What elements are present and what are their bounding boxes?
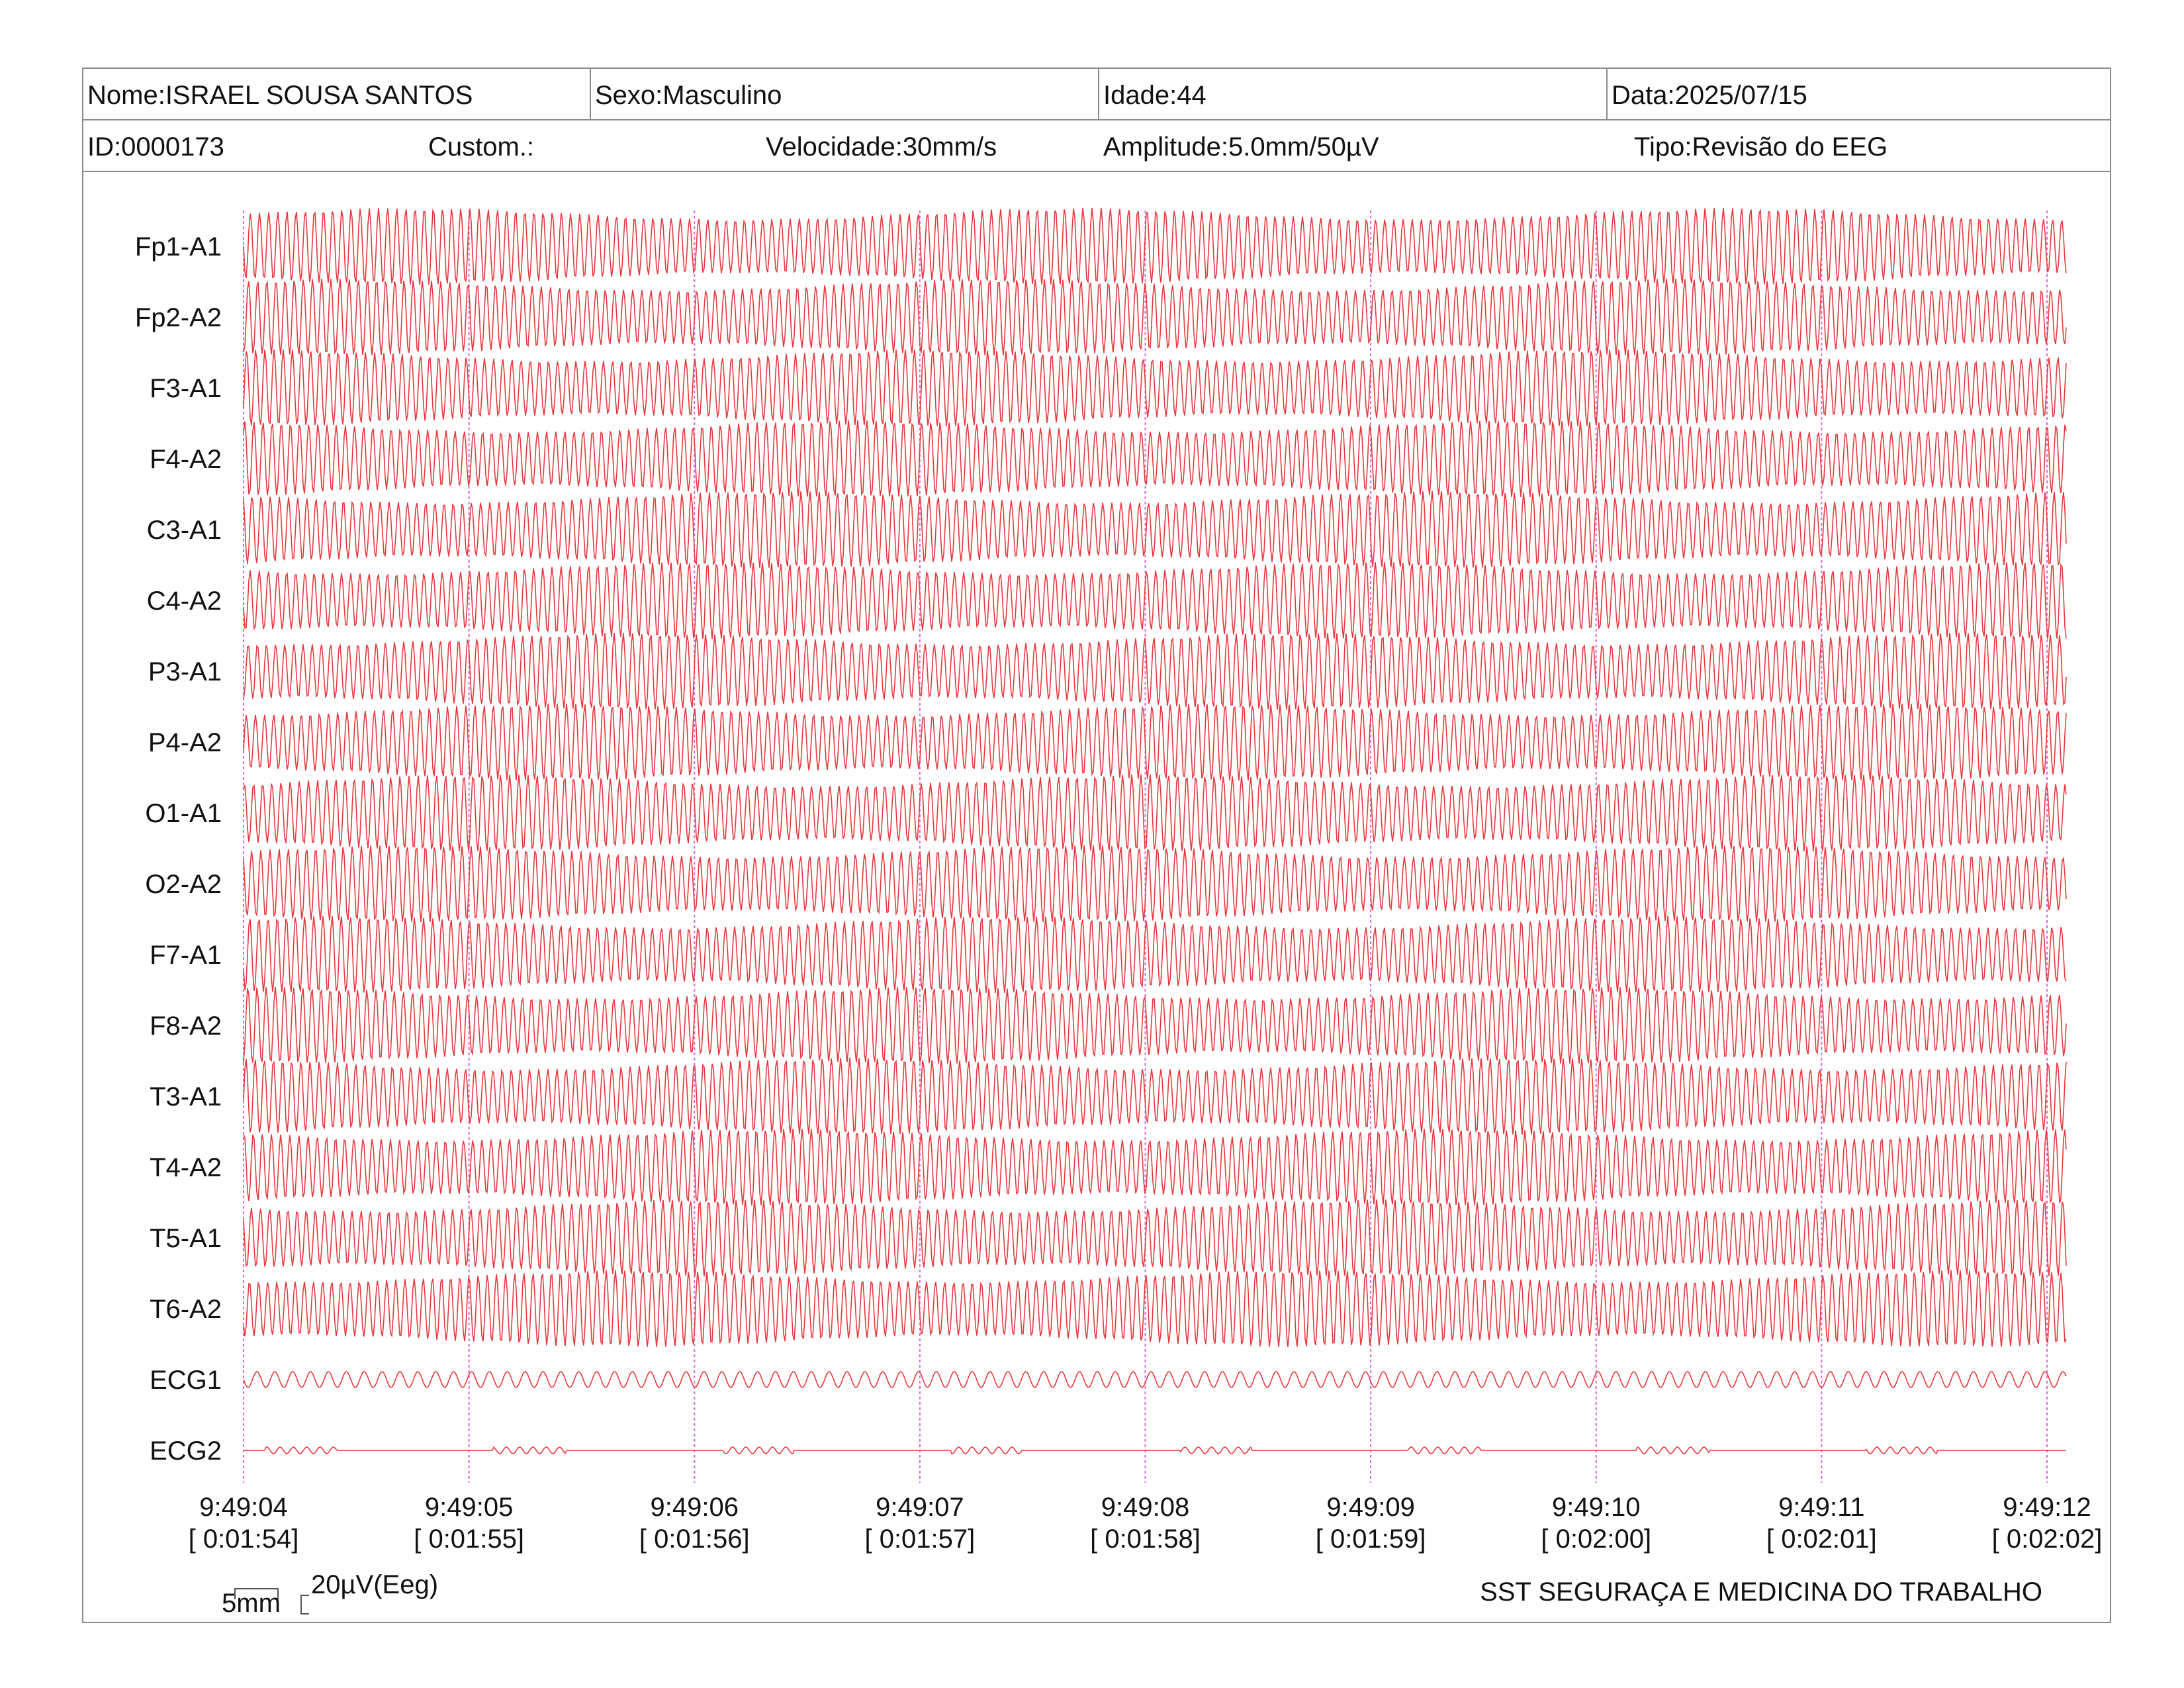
- eeg-trace: [243, 562, 2067, 639]
- patient-age: Idade:44: [1098, 69, 1606, 119]
- time-elapsed-label: [ 0:02:00]: [1541, 1524, 1651, 1554]
- channel-label: T3-A1: [150, 1082, 222, 1111]
- time-elapsed-label: [ 0:01:59]: [1316, 1524, 1426, 1554]
- eeg-trace: [243, 703, 2067, 780]
- time-elapsed-label: [ 0:01:56]: [639, 1524, 750, 1554]
- amplitude-setting: Amplitude:5.0mm/50µV: [1103, 132, 1379, 162]
- time-elapsed-label: [ 0:01:57]: [864, 1524, 975, 1554]
- eeg-trace: [243, 987, 2067, 1064]
- eeg-trace: [243, 278, 2067, 355]
- eeg-trace: [243, 774, 2067, 852]
- channel-label: T6-A2: [150, 1295, 222, 1324]
- exam-type: Tipo:Revisão do EEG: [1634, 132, 1888, 162]
- patient-sex: Sexo:Masculino: [590, 69, 1098, 119]
- channel-label: Fp1-A1: [135, 232, 222, 261]
- channel-label: F8-A2: [150, 1011, 222, 1041]
- channel-label: Fp2-A2: [135, 303, 222, 332]
- eeg-trace: [243, 1129, 2067, 1205]
- header-row-patient: Nome:ISRAEL SOUSA SANTOS Sexo:Masculino …: [83, 69, 2110, 120]
- eeg-trace: [243, 632, 2067, 710]
- time-clock-label: 9:49:09: [1326, 1493, 1414, 1522]
- channel-label: ECG1: [150, 1366, 222, 1395]
- exam-date: Data:2025/07/15: [1606, 69, 2113, 119]
- eeg-trace: [243, 350, 2067, 426]
- channel-label: O2-A2: [145, 870, 222, 899]
- time-elapsed-label: [ 0:01:55]: [414, 1524, 524, 1554]
- channel-label: T5-A1: [150, 1224, 222, 1253]
- eeg-trace: [243, 491, 2067, 568]
- custom-field: Custom.:: [428, 132, 535, 162]
- channel-label: O1-A1: [145, 799, 222, 828]
- channel-label: F7-A1: [150, 941, 222, 970]
- footer-company: SST SEGURAÇA E MEDICINA DO TRABALHO: [1480, 1577, 2042, 1607]
- eeg-trace: [243, 420, 2067, 497]
- time-clock-label: 9:49:11: [1778, 1493, 1865, 1522]
- eeg-trace: [243, 845, 2067, 922]
- eeg-trace: [244, 1446, 2066, 1455]
- time-clock-label: 9:49:07: [876, 1493, 964, 1522]
- eeg-trace: [243, 915, 2067, 994]
- channel-label: P3-A1: [148, 657, 222, 686]
- paper-speed: Velocidade:30mm/s: [766, 132, 997, 162]
- time-elapsed-label: [ 0:02:01]: [1766, 1524, 1877, 1554]
- time-clock-label: 9:49:05: [425, 1493, 513, 1522]
- time-clock-label: 9:49:12: [2003, 1493, 2091, 1522]
- scale-amplitude-label: 20µV(Eeg): [311, 1570, 439, 1599]
- time-clock-label: 9:49:06: [651, 1493, 739, 1522]
- channel-label: P4-A2: [148, 728, 222, 757]
- time-elapsed-label: [ 0:01:58]: [1090, 1524, 1201, 1554]
- channel-label: F3-A1: [150, 374, 222, 403]
- time-elapsed-label: [ 0:01:54]: [189, 1524, 299, 1554]
- eeg-trace: [243, 208, 2067, 285]
- report-frame: Nome:ISRAEL SOUSA SANTOS Sexo:Masculino …: [82, 68, 2111, 1623]
- patient-id: ID:0000173: [87, 132, 224, 162]
- channel-label: F4-A2: [150, 445, 222, 474]
- time-clock-label: 9:49:10: [1552, 1493, 1640, 1522]
- channel-label: T4-A2: [150, 1153, 222, 1182]
- patient-name: Nome:ISRAEL SOUSA SANTOS: [87, 81, 473, 110]
- eeg-trace: [243, 1270, 2067, 1347]
- time-clock-label: 9:49:08: [1101, 1493, 1189, 1522]
- header-row-exam: ID:0000173 Custom.: Velocidade:30mm/s Am…: [83, 120, 2110, 172]
- scale-bracket-icon: [234, 1588, 309, 1615]
- channel-label: C3-A1: [147, 516, 222, 545]
- eeg-trace: [243, 1057, 2067, 1135]
- eeg-trace: [243, 1199, 2067, 1277]
- time-elapsed-label: [ 0:02:02]: [1992, 1524, 2103, 1554]
- channel-label: C4-A2: [147, 586, 222, 616]
- scale-time-label: 5mm: [222, 1589, 281, 1618]
- time-clock-label: 9:49:04: [199, 1493, 287, 1522]
- channel-label: ECG2: [150, 1436, 222, 1466]
- eeg-trace: [243, 1371, 2067, 1388]
